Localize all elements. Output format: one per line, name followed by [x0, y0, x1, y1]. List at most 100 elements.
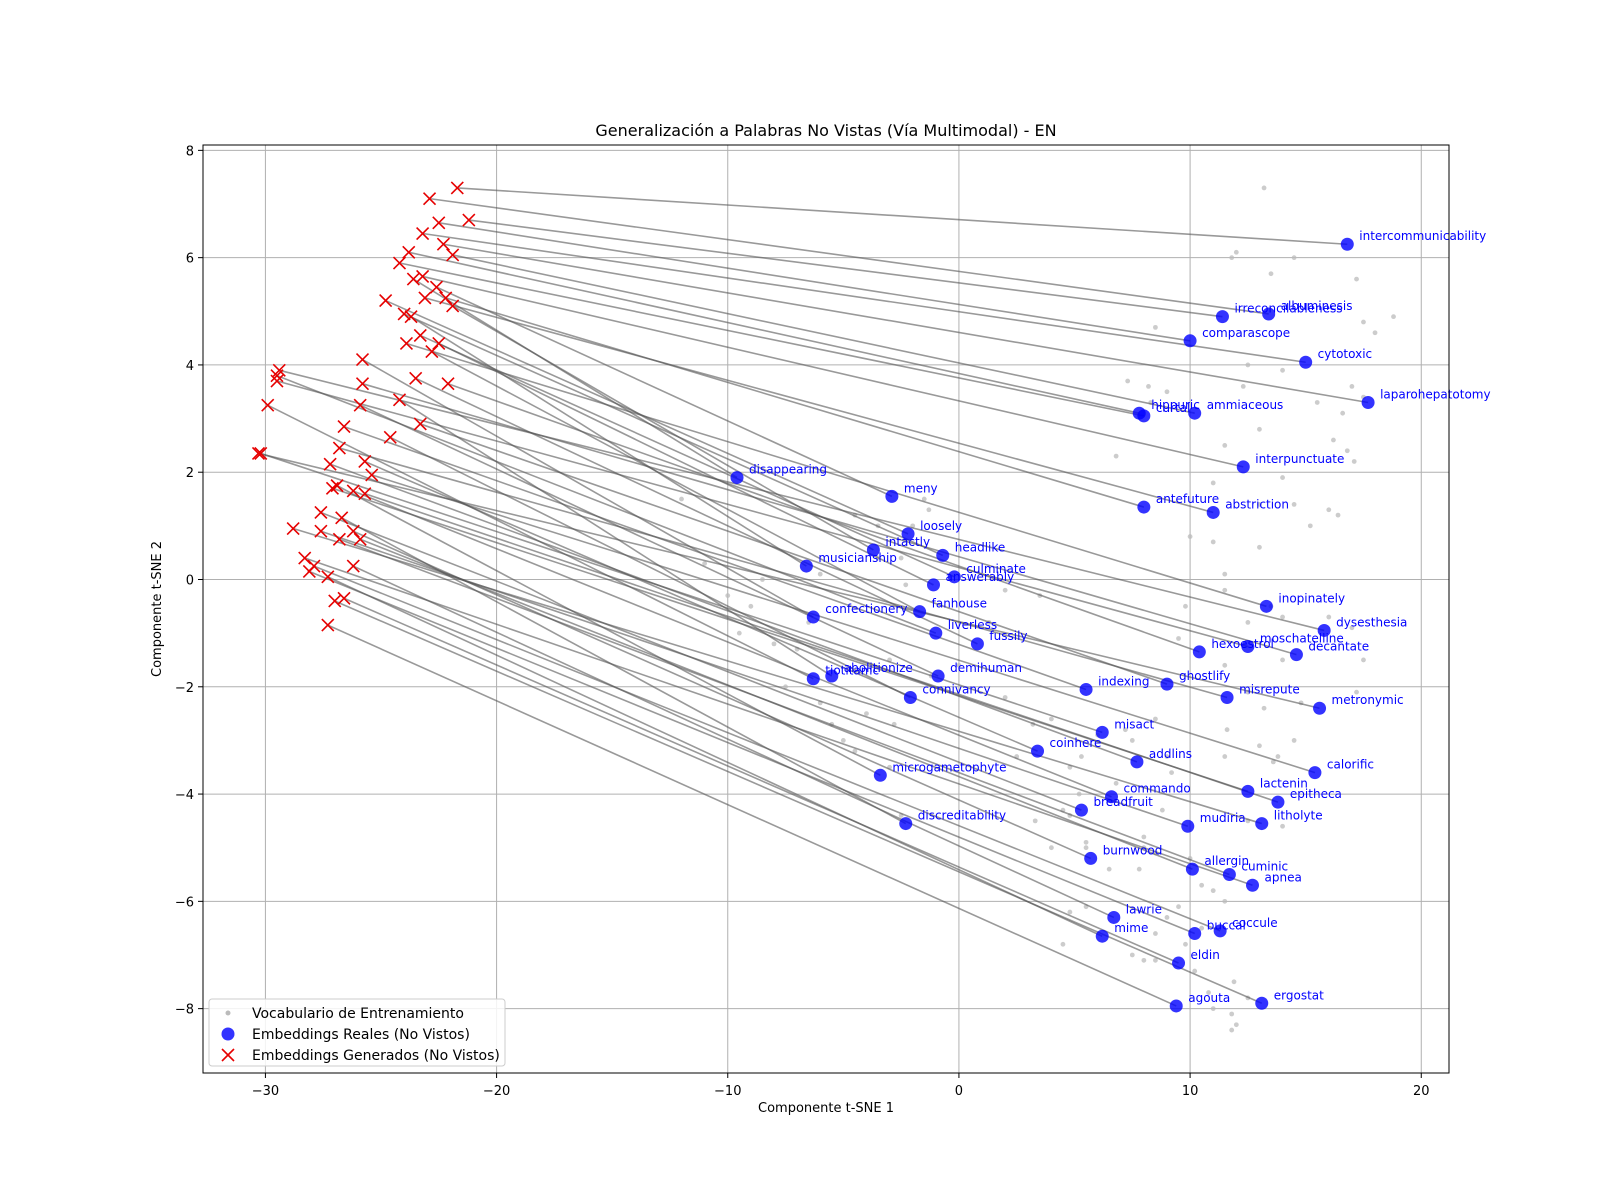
x-tick-label: 0 — [955, 1084, 963, 1099]
vocab-point — [1268, 271, 1274, 277]
y-tick-label: 8 — [186, 144, 194, 159]
connector-line — [468, 219, 1223, 318]
real-point — [1259, 599, 1273, 613]
point-label: comparascope — [1202, 326, 1290, 340]
generated-point — [286, 521, 300, 536]
connector-line — [371, 474, 1316, 774]
generated-point — [358, 454, 372, 469]
connector-line — [362, 358, 814, 618]
vocab-point — [1125, 378, 1131, 384]
vocab-point — [1233, 249, 1239, 255]
real-point — [1107, 910, 1121, 924]
point-label: cuminic — [1241, 860, 1288, 874]
real-point — [947, 570, 961, 584]
vocab-point — [1002, 587, 1008, 593]
vocab-point — [760, 577, 765, 582]
vocab-point — [1257, 426, 1262, 432]
point-label: discreditability — [918, 809, 1006, 823]
vocab-point — [1314, 400, 1320, 405]
vocab-point — [1183, 603, 1188, 609]
vocab-point — [1076, 791, 1082, 797]
generated-point — [298, 551, 312, 565]
point-label: mudiria — [1200, 811, 1246, 825]
real-point — [1271, 795, 1285, 809]
y-tick-label: −8 — [175, 1003, 194, 1018]
real-point — [929, 626, 943, 640]
vocab-point — [1326, 507, 1332, 513]
generated-point — [436, 237, 450, 251]
vocab-point — [1222, 754, 1228, 759]
generated-point — [337, 591, 351, 605]
real-point — [1222, 868, 1236, 882]
real-point — [873, 768, 887, 782]
vocab-point — [736, 630, 742, 636]
y-tick-label: 4 — [186, 359, 194, 374]
generated-point — [346, 484, 360, 498]
legend-real-label: Embeddings Reales (No Vistos) — [252, 1027, 470, 1043]
x-tick-label: −10 — [714, 1084, 741, 1099]
point-label: buccal — [1207, 919, 1246, 933]
generated-point — [450, 181, 464, 195]
point-label: ghostlify — [1179, 669, 1230, 683]
generated-point — [332, 441, 346, 455]
vocab-point — [1231, 979, 1237, 985]
connector-line — [327, 576, 1103, 937]
vocab-point — [1361, 657, 1366, 663]
point-label: ergostat — [1274, 988, 1324, 1002]
vocab-point — [1146, 383, 1151, 389]
generated-point — [251, 446, 266, 461]
vocab-point — [1233, 1022, 1239, 1028]
point-label: fanhouse — [932, 597, 987, 611]
vocab-point — [1048, 716, 1054, 722]
real-point — [1262, 307, 1276, 321]
y-axis-label: Componente t-SNE 2 — [150, 541, 165, 677]
generated-point — [399, 336, 413, 351]
point-label: apnea — [1265, 870, 1302, 884]
vocab-point — [956, 662, 962, 668]
point-label: tiotitamc — [825, 664, 879, 678]
connector-line — [443, 243, 1369, 404]
connector-line — [408, 251, 1140, 414]
real-point — [926, 578, 940, 592]
real-point — [1188, 927, 1202, 941]
point-label: hippuric — [1151, 398, 1200, 412]
legend: Vocabulario de Entrenamiento Embeddings … — [208, 998, 506, 1067]
real-point — [806, 672, 820, 686]
vocab-point — [1261, 185, 1267, 191]
connector-line — [429, 197, 1269, 315]
point-label: metronymic — [1332, 693, 1404, 707]
vocab-point — [1176, 904, 1181, 910]
vocab-point — [1159, 807, 1165, 813]
generated-point — [413, 328, 427, 342]
real-point — [1361, 395, 1375, 409]
real-point — [1074, 803, 1088, 817]
connector-line — [438, 221, 1191, 342]
connector-line — [422, 275, 1244, 468]
vocab-point — [1222, 587, 1228, 593]
vocab-point — [1354, 689, 1359, 695]
real-point — [806, 610, 820, 624]
point-label: coccule — [1232, 916, 1277, 930]
plot-frame — [202, 144, 1450, 1074]
point-label: connivancy — [922, 683, 990, 697]
point-label: burnwood — [1103, 843, 1163, 857]
real-point — [1031, 744, 1045, 758]
x-tick-label: −20 — [483, 1084, 510, 1099]
real-point — [936, 548, 950, 562]
vocab-point — [1280, 367, 1285, 373]
connector-line — [403, 313, 944, 557]
generated-point — [406, 272, 420, 286]
vocab-point — [679, 496, 684, 502]
vocab-point — [1229, 1027, 1235, 1033]
connector-line — [364, 460, 1038, 752]
y-tick-label: 6 — [186, 252, 194, 267]
vocab-point — [1354, 276, 1359, 282]
vocab-point — [1307, 523, 1313, 529]
generated-point — [446, 299, 460, 313]
connector-line — [352, 490, 1112, 798]
real-point — [885, 489, 899, 503]
connector-line — [445, 297, 1145, 508]
connector-line — [422, 232, 1306, 364]
